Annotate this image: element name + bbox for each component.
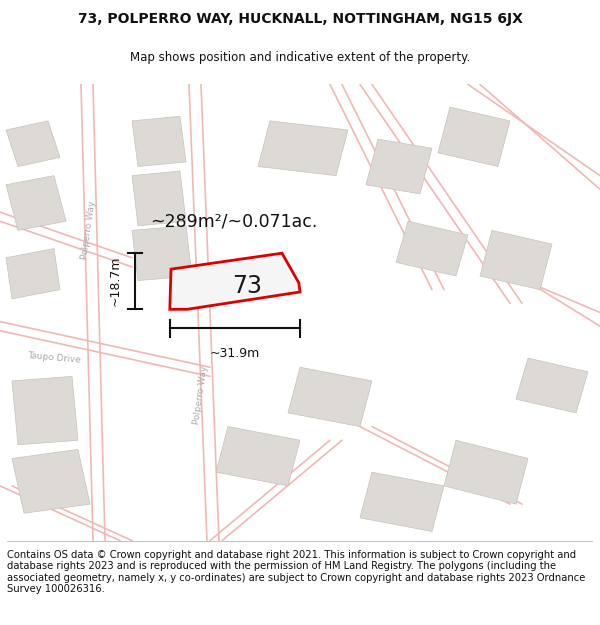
Text: ~18.7m: ~18.7m	[109, 256, 122, 306]
Text: Map shows position and indicative extent of the property.: Map shows position and indicative extent…	[130, 51, 470, 64]
Polygon shape	[444, 440, 528, 504]
Text: 73, POLPERRO WAY, HUCKNALL, NOTTINGHAM, NG15 6JX: 73, POLPERRO WAY, HUCKNALL, NOTTINGHAM, …	[77, 11, 523, 26]
Text: Polperro Way: Polperro Way	[193, 365, 209, 424]
Text: ~31.9m: ~31.9m	[210, 347, 260, 360]
Text: ~289m²/~0.071ac.: ~289m²/~0.071ac.	[151, 213, 317, 230]
Polygon shape	[366, 139, 432, 194]
Polygon shape	[6, 121, 60, 166]
Polygon shape	[360, 472, 444, 531]
Polygon shape	[132, 116, 186, 166]
Polygon shape	[170, 253, 300, 309]
Text: Taupo Drive: Taupo Drive	[27, 351, 81, 365]
Polygon shape	[12, 376, 78, 445]
Polygon shape	[216, 426, 300, 486]
Polygon shape	[12, 449, 90, 513]
Text: Contains OS data © Crown copyright and database right 2021. This information is : Contains OS data © Crown copyright and d…	[7, 549, 586, 594]
Polygon shape	[132, 171, 186, 226]
Polygon shape	[6, 176, 66, 231]
Polygon shape	[396, 221, 468, 276]
Polygon shape	[480, 231, 552, 290]
Polygon shape	[6, 249, 60, 299]
Polygon shape	[288, 368, 372, 426]
Polygon shape	[438, 107, 510, 166]
Polygon shape	[132, 226, 192, 281]
Text: Polperro Way: Polperro Way	[80, 201, 97, 260]
Polygon shape	[258, 121, 348, 176]
Text: 73: 73	[232, 274, 262, 298]
Polygon shape	[516, 358, 588, 413]
